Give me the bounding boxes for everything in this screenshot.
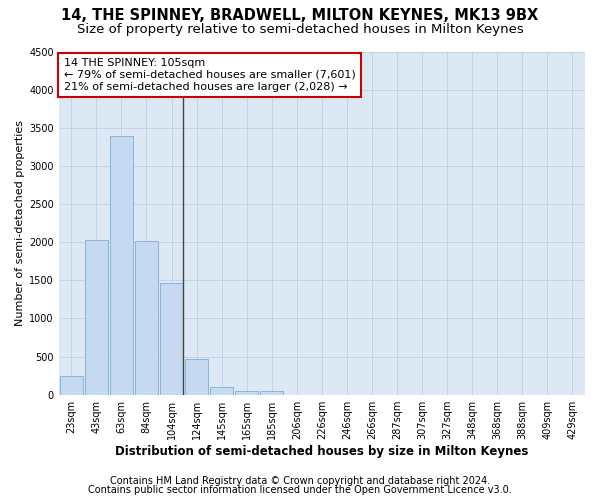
Y-axis label: Number of semi-detached properties: Number of semi-detached properties [15,120,25,326]
Text: Contains public sector information licensed under the Open Government Licence v3: Contains public sector information licen… [88,485,512,495]
Bar [60,376,83,394]
Bar [235,390,258,394]
X-axis label: Distribution of semi-detached houses by size in Milton Keynes: Distribution of semi-detached houses by … [115,444,529,458]
Text: 14 THE SPINNEY: 105sqm
← 79% of semi-detached houses are smaller (7,601)
21% of : 14 THE SPINNEY: 105sqm ← 79% of semi-det… [64,58,356,92]
Text: Contains HM Land Registry data © Crown copyright and database right 2024.: Contains HM Land Registry data © Crown c… [110,476,490,486]
Bar [110,136,133,394]
Bar [135,240,158,394]
Text: 14, THE SPINNEY, BRADWELL, MILTON KEYNES, MK13 9BX: 14, THE SPINNEY, BRADWELL, MILTON KEYNES… [61,8,539,22]
Bar [260,390,283,394]
Bar [160,284,183,395]
Bar [185,359,208,394]
Bar [85,240,107,394]
Bar [211,387,233,394]
Text: Size of property relative to semi-detached houses in Milton Keynes: Size of property relative to semi-detach… [77,22,523,36]
